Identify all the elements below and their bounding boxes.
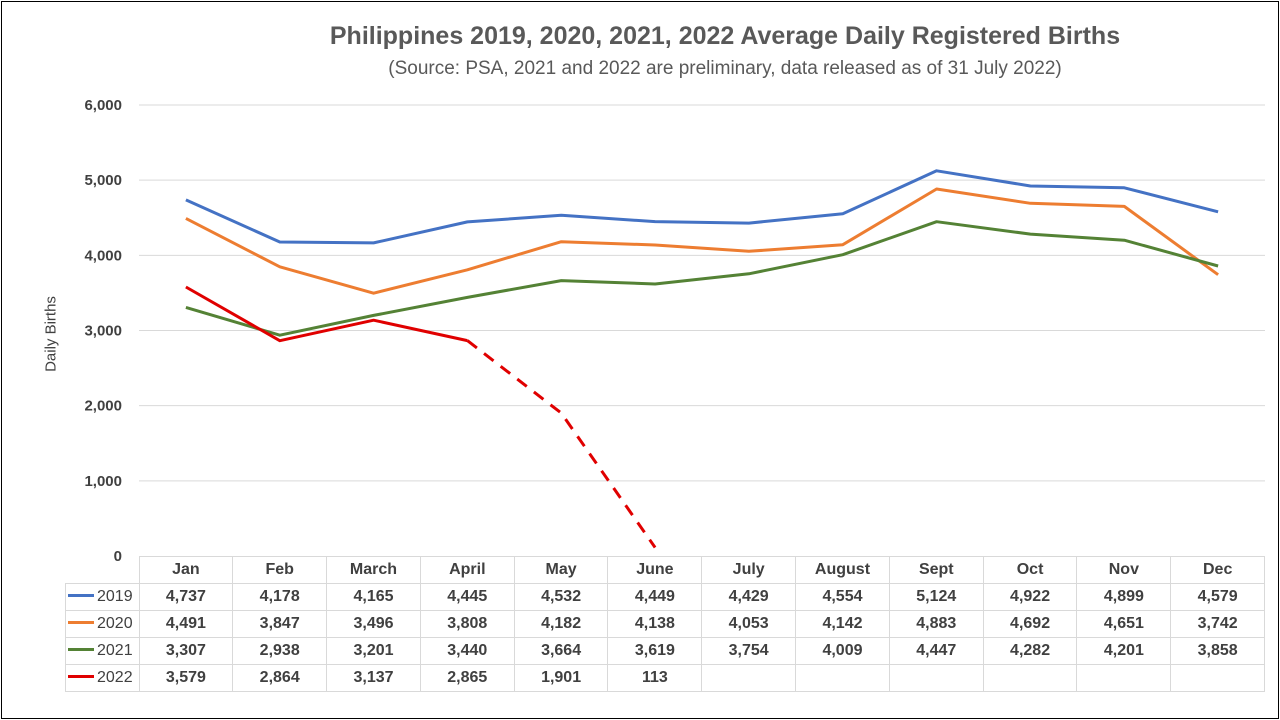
x-category-label: Oct: [982, 556, 1078, 584]
data-label: 4,737: [138, 583, 234, 611]
x-category-label: Jan: [138, 556, 234, 584]
x-category-label: Dec: [1170, 556, 1266, 584]
data-label: 113: [607, 664, 703, 692]
table-row: 2021 3,307 2,938 3,201 3,440 3,664 3,619 3,754 4…: [65, 637, 1266, 665]
legend-swatch: [68, 594, 94, 598]
series-line-2019: [185, 169, 1219, 245]
table-corner: [65, 556, 140, 584]
legend-label: 2021: [97, 642, 133, 659]
data-label: 4,692: [982, 610, 1078, 638]
x-category-label: April: [419, 556, 515, 584]
legend-swatch: [68, 621, 94, 625]
x-category-label: June: [607, 556, 703, 584]
x-category-label: Sept: [888, 556, 984, 584]
table-row: 2019 4,737 4,178 4,165 4,445 4,532 4,449 4,429 4…: [65, 583, 1266, 611]
data-label: 4,165: [326, 583, 421, 611]
data-label: 2,938: [232, 637, 328, 665]
x-category-label: Nov: [1076, 556, 1172, 584]
data-label: 3,808: [419, 610, 515, 638]
chart-subtitle: (Source: PSA, 2021 and 2022 are prelimin…: [388, 58, 1062, 79]
table-row: 2022 3,579 2,864 3,137 2,865 1,901 113: [65, 664, 1266, 692]
data-label: 4,554: [795, 583, 890, 611]
legend-key-2019: 2019: [65, 583, 140, 611]
x-category-label: August: [795, 556, 890, 584]
table-row: 2020 4,491 3,847 3,496 3,808 4,182 4,138 4,053 4…: [65, 610, 1266, 638]
data-label: [982, 664, 1078, 692]
data-label: 3,754: [701, 637, 797, 665]
data-label: 4,579: [1170, 583, 1266, 611]
data-label: 2,865: [419, 664, 515, 692]
data-label: 3,496: [326, 610, 421, 638]
y-tick-label: 5,000: [84, 172, 122, 189]
data-label: 4,138: [607, 610, 703, 638]
series-line-2020: [185, 187, 1219, 295]
data-label: 3,847: [232, 610, 328, 638]
data-label: 1,901: [513, 664, 609, 692]
data-label: [701, 664, 797, 692]
x-category-label: May: [513, 556, 609, 584]
data-label: 4,899: [1076, 583, 1172, 611]
series-line-2021: [185, 220, 1219, 337]
series-lines: [185, 169, 1219, 549]
legend-label: 2019: [97, 588, 133, 605]
y-tick-label: 4,000: [84, 247, 122, 264]
data-label: 4,651: [1076, 610, 1172, 638]
data-label: [1076, 664, 1172, 692]
data-label: 3,858: [1170, 637, 1266, 665]
data-label: 3,579: [138, 664, 234, 692]
data-label: 3,619: [607, 637, 703, 665]
x-category-label: Feb: [232, 556, 328, 584]
data-label: 4,178: [232, 583, 328, 611]
legend-label: 2022: [97, 669, 133, 686]
data-label: 4,053: [701, 610, 797, 638]
y-tick-label: 3,000: [84, 323, 122, 340]
data-label: 3,742: [1170, 610, 1266, 638]
data-label: 4,449: [607, 583, 703, 611]
data-label: 3,664: [513, 637, 609, 665]
data-label: 4,445: [419, 583, 515, 611]
legend-label: 2020: [97, 615, 133, 632]
y-tick-labels: 0 1,000 2,000 3,000 4,000 5,000 6,000: [84, 97, 122, 562]
data-label: 4,182: [513, 610, 609, 638]
series-line-2022-preliminary: [466, 339, 657, 549]
data-label: [1170, 664, 1266, 692]
data-label: 3,440: [419, 637, 515, 665]
x-category-label: July: [701, 556, 797, 584]
legend-key-2021: 2021: [65, 637, 140, 665]
plot-area: 0 1,000 2,000 3,000 4,000 5,000 6,000: [84, 97, 1265, 562]
y-tick-label: 6,000: [84, 97, 122, 114]
y-tick-label: 2,000: [84, 398, 122, 415]
y-tick-label: 0: [114, 548, 122, 562]
data-label: 4,009: [795, 637, 890, 665]
legend-key-2020: 2020: [65, 610, 140, 638]
data-label: [795, 664, 890, 692]
y-tick-label: 1,000: [84, 473, 122, 490]
data-label: 4,447: [888, 637, 984, 665]
data-label: 3,137: [326, 664, 421, 692]
data-label: 3,201: [326, 637, 421, 665]
data-label: 3,307: [138, 637, 234, 665]
data-label: 4,532: [513, 583, 609, 611]
data-label: 4,142: [795, 610, 890, 638]
data-label: 5,124: [888, 583, 984, 611]
data-label: 2,864: [232, 664, 328, 692]
chart-title: Philippines 2019, 2020, 2021, 2022 Avera…: [329, 22, 1121, 50]
data-label: [888, 664, 984, 692]
legend-swatch: [68, 648, 94, 652]
gridlines: [139, 104, 1265, 482]
legend-swatch: [68, 675, 94, 679]
data-label: 4,491: [138, 610, 234, 638]
table-header-row: Jan Feb March April May June July August Sept Oct…: [65, 556, 1266, 584]
data-table: Jan Feb March April May June July August Sept Oct…: [65, 556, 1266, 692]
series-line-2022: [185, 285, 468, 343]
data-label: 4,201: [1076, 637, 1172, 665]
data-label: 4,883: [888, 610, 984, 638]
x-category-label: March: [326, 556, 421, 584]
legend-key-2022: 2022: [65, 664, 140, 692]
data-label: 4,282: [982, 637, 1078, 665]
data-label: 4,429: [701, 583, 797, 611]
data-label: 4,922: [982, 583, 1078, 611]
